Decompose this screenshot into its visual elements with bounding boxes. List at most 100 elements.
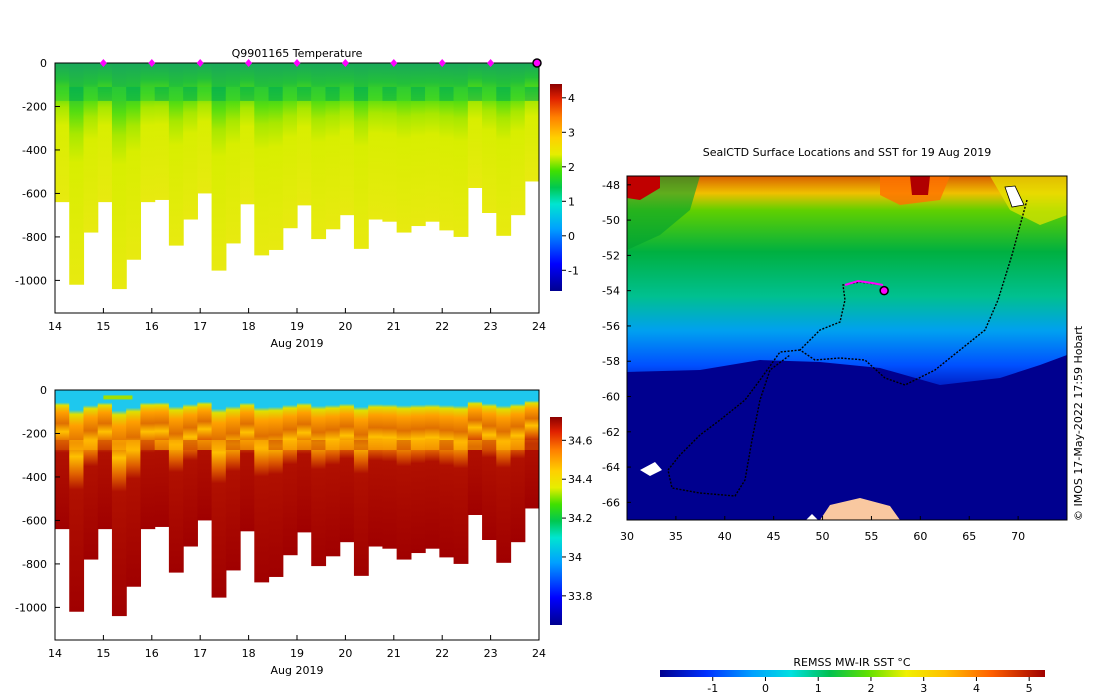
kerguelen-island xyxy=(1004,185,1025,208)
profile-column xyxy=(425,63,440,222)
profile-column xyxy=(69,63,85,285)
profile-band xyxy=(410,86,426,101)
profile-band xyxy=(154,86,170,101)
profile-band xyxy=(154,440,170,450)
y-tick-label: -400 xyxy=(22,144,47,157)
profile-band xyxy=(482,440,497,450)
sst-tick-label: 1 xyxy=(815,682,822,695)
x-tick-label: 17 xyxy=(193,320,207,333)
profile-column xyxy=(168,390,184,573)
profile-column xyxy=(97,63,113,203)
y-tick-label: 0 xyxy=(40,384,47,397)
profile-band xyxy=(496,86,512,101)
profile-band xyxy=(410,440,426,450)
salinity-x-label: Aug 2019 xyxy=(271,664,324,677)
profile-band xyxy=(268,86,284,101)
x-tick-label: 24 xyxy=(532,320,546,333)
sst-warm-corner xyxy=(627,176,660,200)
profile-band xyxy=(439,86,455,101)
temperature-x-label: Aug 2019 xyxy=(271,337,324,350)
profile-column xyxy=(126,390,142,587)
profile-column xyxy=(154,63,170,200)
map-y-tick-label: -64 xyxy=(602,461,620,474)
sst-cold-region xyxy=(627,355,1067,520)
salinity-panel: 0 -200 -400 -600 -800 -1000 14 15 16 17 18 19 20 21 2… xyxy=(15,384,592,677)
profile-band xyxy=(510,440,526,450)
profile-column xyxy=(496,63,512,236)
sst-hot-spot xyxy=(910,176,930,195)
y-tick-label: -600 xyxy=(22,187,47,200)
colorbar-tick-label: 0 xyxy=(568,230,575,243)
profile-column xyxy=(282,63,298,229)
profile-band xyxy=(69,86,85,101)
profile-column xyxy=(183,390,198,547)
profile-column xyxy=(197,390,213,521)
colorbar-tick-label: 34.6 xyxy=(568,434,593,447)
profile-band xyxy=(467,440,483,450)
map-y-tick-label: -66 xyxy=(602,496,620,509)
x-tick-label: 20 xyxy=(338,320,352,333)
profile-column xyxy=(410,390,426,554)
profile-band xyxy=(197,86,213,101)
y-tick-label: -800 xyxy=(22,231,47,244)
profile-band xyxy=(83,440,99,450)
profile-band xyxy=(425,86,440,101)
profile-band xyxy=(197,440,213,450)
sst-colorbar-ticks: -1 0 1 2 3 4 5 xyxy=(707,677,1033,695)
profile-column xyxy=(55,63,70,203)
temperature-x-ticks: 14 15 16 17 18 19 20 21 22 23 24 xyxy=(48,308,546,333)
map-y-tick-label: -50 xyxy=(602,214,620,227)
profile-column xyxy=(453,63,469,237)
x-tick-label: 14 xyxy=(48,647,62,660)
profile-column xyxy=(524,63,539,182)
profile-column xyxy=(254,390,270,583)
profile-band xyxy=(510,86,526,101)
x-tick-label: 21 xyxy=(387,647,401,660)
profile-column xyxy=(396,63,412,233)
profile-band xyxy=(126,440,142,450)
profile-band xyxy=(425,440,440,450)
colorbar-tick-label: 4 xyxy=(568,92,575,105)
map-y-ticks: -48 -50 -52 -54 -56 -58 -60 -62 -64 -66 xyxy=(602,179,631,509)
x-tick-label: 20 xyxy=(338,647,352,660)
y-tick-label: -1000 xyxy=(15,601,47,614)
colorbar-tick-label: 1 xyxy=(568,195,575,208)
profile-band xyxy=(439,440,455,450)
x-tick-label: 18 xyxy=(242,647,256,660)
y-tick-label: -200 xyxy=(22,100,47,113)
profile-column xyxy=(453,390,469,564)
profile-column xyxy=(368,390,384,547)
profile-column xyxy=(69,390,85,612)
x-tick-label: 18 xyxy=(242,320,256,333)
profile-band xyxy=(297,440,312,450)
x-tick-label: 23 xyxy=(484,647,498,660)
profile-band xyxy=(183,440,198,450)
profile-column xyxy=(410,63,426,227)
map-x-tick-label: 60 xyxy=(913,530,927,543)
colorbar-tick-label: 3 xyxy=(568,126,575,139)
profile-column xyxy=(396,390,412,560)
x-tick-label: 17 xyxy=(193,647,207,660)
profile-band xyxy=(83,86,99,101)
profile-column xyxy=(254,63,270,256)
salinity-y-ticks: 0 -200 -400 -600 -800 -1000 xyxy=(15,384,60,614)
profile-band xyxy=(368,86,384,101)
profile-band xyxy=(225,440,241,450)
profile-band xyxy=(482,86,497,101)
profile-band xyxy=(339,440,355,450)
profile-band xyxy=(55,440,70,450)
profile-band xyxy=(396,86,412,101)
y-tick-label: -200 xyxy=(22,427,47,440)
island-marion xyxy=(640,462,662,476)
salinity-colorbar xyxy=(550,417,562,625)
profile-band xyxy=(297,86,312,101)
sst-tick-label: 3 xyxy=(920,682,927,695)
profile-band xyxy=(240,440,255,450)
profile-column xyxy=(482,390,497,540)
salinity-colorbar-ticks: 33.8 34 34.2 34.4 34.6 xyxy=(562,434,593,603)
salinity-heatmap xyxy=(55,390,539,617)
map-y-tick-label: -58 xyxy=(602,355,620,368)
profile-band xyxy=(97,86,113,101)
profile-column xyxy=(282,390,298,556)
